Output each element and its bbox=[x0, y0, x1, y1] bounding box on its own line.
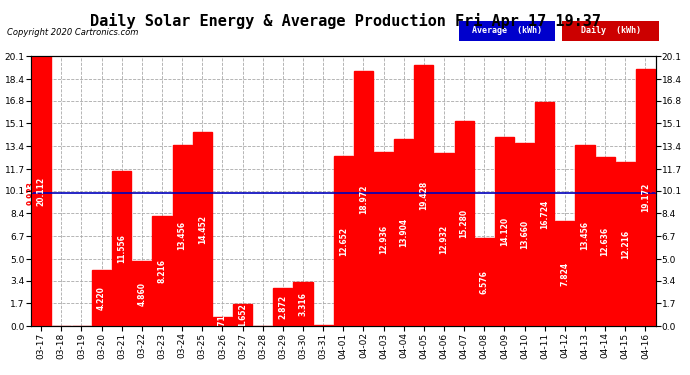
Bar bbox=[475, 238, 494, 326]
Text: 13.456: 13.456 bbox=[580, 221, 589, 251]
Text: 12.932: 12.932 bbox=[440, 225, 449, 254]
Text: 8.216: 8.216 bbox=[157, 259, 166, 283]
Text: 16.724: 16.724 bbox=[540, 199, 549, 228]
Bar bbox=[293, 282, 313, 326]
Text: Daily Solar Energy & Average Production Fri Apr 17 19:37: Daily Solar Energy & Average Production … bbox=[90, 13, 600, 29]
Bar bbox=[172, 146, 192, 326]
Text: 11.556: 11.556 bbox=[117, 234, 126, 263]
Text: 12.936: 12.936 bbox=[379, 225, 388, 254]
Text: 7.824: 7.824 bbox=[560, 262, 569, 286]
Bar bbox=[515, 143, 534, 326]
Bar bbox=[636, 69, 655, 326]
Bar bbox=[595, 156, 615, 326]
Text: Copyright 2020 Cartronics.com: Copyright 2020 Cartronics.com bbox=[7, 28, 138, 37]
Text: 3.316: 3.316 bbox=[299, 292, 308, 316]
Bar bbox=[132, 261, 151, 326]
Text: 0.716: 0.716 bbox=[218, 309, 227, 333]
Text: 9.923: 9.923 bbox=[26, 181, 36, 205]
Bar bbox=[152, 216, 172, 326]
Text: 12.636: 12.636 bbox=[600, 227, 610, 256]
Text: 15.280: 15.280 bbox=[460, 209, 469, 238]
Text: 13.904: 13.904 bbox=[400, 218, 408, 248]
Bar bbox=[233, 304, 252, 326]
Bar bbox=[394, 140, 413, 326]
Text: 18.972: 18.972 bbox=[359, 184, 368, 213]
Bar bbox=[615, 162, 635, 326]
Bar bbox=[354, 71, 373, 326]
Text: 1.652: 1.652 bbox=[238, 303, 247, 327]
Text: 4.860: 4.860 bbox=[137, 282, 146, 306]
Text: 19.172: 19.172 bbox=[641, 183, 650, 212]
Text: 9.923: 9.923 bbox=[651, 181, 660, 205]
Text: 20.112: 20.112 bbox=[37, 177, 46, 206]
Text: 12.216: 12.216 bbox=[621, 230, 630, 259]
Bar bbox=[273, 288, 293, 326]
Text: Daily  (kWh): Daily (kWh) bbox=[581, 26, 640, 36]
Text: 6.576: 6.576 bbox=[480, 270, 489, 294]
Bar bbox=[213, 316, 232, 326]
Bar bbox=[555, 221, 574, 326]
Bar bbox=[374, 153, 393, 326]
Bar bbox=[495, 136, 514, 326]
Bar bbox=[334, 156, 353, 326]
Text: 19.428: 19.428 bbox=[420, 181, 428, 210]
Text: 14.120: 14.120 bbox=[500, 217, 509, 246]
Text: 2.872: 2.872 bbox=[278, 295, 287, 319]
Text: 12.652: 12.652 bbox=[339, 227, 348, 256]
Text: 14.452: 14.452 bbox=[198, 214, 207, 244]
Text: 4.220: 4.220 bbox=[97, 286, 106, 310]
Text: 13.660: 13.660 bbox=[520, 220, 529, 249]
Bar bbox=[92, 270, 111, 326]
Bar bbox=[575, 146, 595, 326]
Text: 13.456: 13.456 bbox=[177, 221, 186, 251]
Bar bbox=[414, 65, 433, 326]
Bar bbox=[193, 132, 212, 326]
Bar bbox=[32, 56, 50, 326]
Bar bbox=[455, 121, 474, 326]
Bar bbox=[535, 102, 554, 326]
Text: Average  (kWh): Average (kWh) bbox=[472, 26, 542, 36]
Bar bbox=[435, 153, 453, 326]
Bar bbox=[112, 171, 131, 326]
